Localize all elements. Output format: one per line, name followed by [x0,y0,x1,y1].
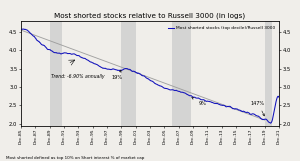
Legend: Most shorted stocks (top decile)/Russell 3000: Most shorted stocks (top decile)/Russell… [166,24,277,32]
Text: Most shorted defined as top 10% on Short interest % of market cap: Most shorted defined as top 10% on Short… [6,156,144,160]
Text: 147%: 147% [251,101,265,116]
Bar [121,21,136,126]
Bar [172,21,191,126]
Bar [265,21,272,126]
Bar [50,21,62,126]
Text: Trend: -6.90% annually: Trend: -6.90% annually [51,74,104,79]
Text: 19%: 19% [112,70,123,80]
Title: Most shorted stocks relative to Russell 3000 (in logs): Most shorted stocks relative to Russell … [54,12,246,19]
Text: 9%: 9% [192,98,206,106]
